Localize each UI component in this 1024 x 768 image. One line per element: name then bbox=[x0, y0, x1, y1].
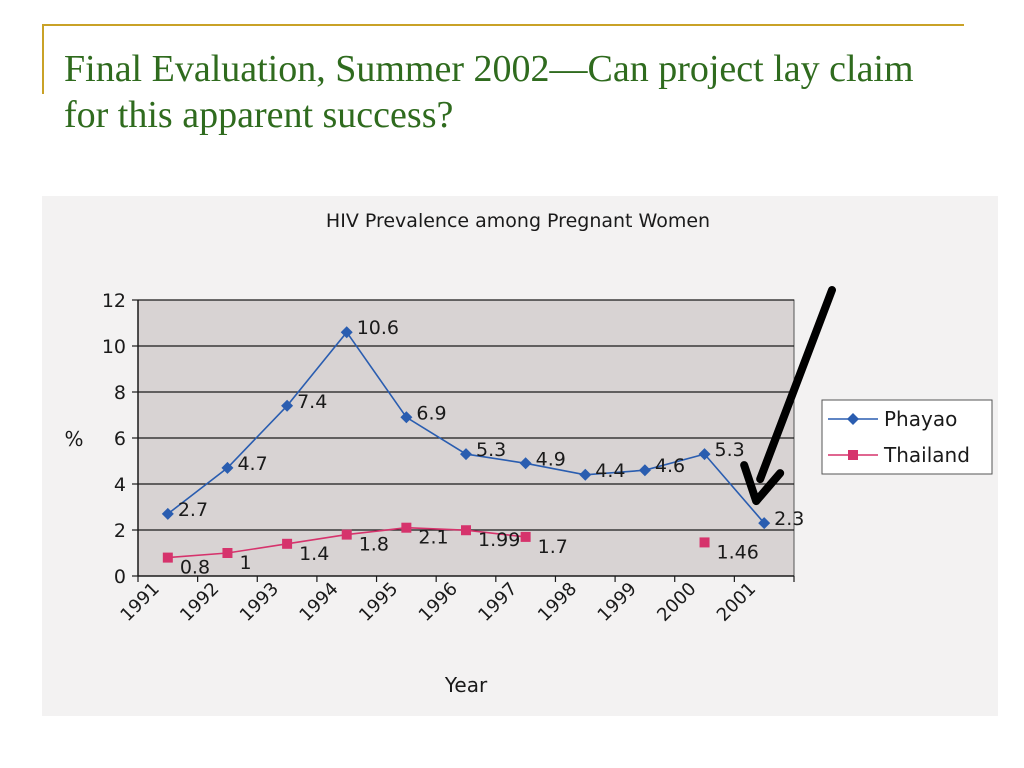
marker-thailand bbox=[699, 537, 710, 548]
x-tick-label: 1995 bbox=[355, 578, 402, 625]
chart-panel: HIV Prevalence among Pregnant Women 0 2 4 6 8… bbox=[42, 196, 998, 716]
data-label-phayao: 4.9 bbox=[536, 448, 566, 470]
legend-marker-thailand bbox=[848, 450, 858, 460]
data-label-phayao: 4.7 bbox=[237, 453, 267, 475]
marker-thailand bbox=[282, 538, 293, 549]
y-tick-label: 10 bbox=[102, 336, 126, 358]
chart-svg: HIV Prevalence among Pregnant Women 0 2 4 6 8… bbox=[64, 210, 993, 697]
marker-thailand bbox=[222, 548, 233, 558]
legend-label-phayao: Phayao bbox=[884, 407, 957, 431]
data-label-phayao: 4.6 bbox=[655, 455, 685, 477]
chart-title: HIV Prevalence among Pregnant Women bbox=[326, 210, 710, 232]
legend-label-thailand: Thailand bbox=[883, 443, 970, 467]
marker-phayao bbox=[758, 517, 771, 530]
title-side-rule bbox=[42, 24, 44, 94]
slide-title: Final Evaluation, Summer 2002—Can projec… bbox=[64, 48, 914, 136]
marker-phayao bbox=[400, 411, 413, 424]
marker-phayao bbox=[698, 448, 711, 461]
x-tick-label: 1992 bbox=[176, 578, 223, 625]
x-tick-label: 1998 bbox=[534, 578, 581, 625]
title-top-rule bbox=[42, 24, 964, 26]
legend-box bbox=[821, 399, 993, 475]
annotation-arrow-head bbox=[740, 461, 785, 506]
x-tick-label: 2001 bbox=[713, 578, 760, 625]
y-tick-label: 2 bbox=[114, 520, 126, 542]
marker-thailand bbox=[401, 522, 412, 533]
y-tick-label: 12 bbox=[102, 290, 126, 312]
x-tick-label: 2000 bbox=[653, 578, 700, 625]
data-label-thailand: 1 bbox=[239, 552, 251, 574]
data-label-phayao: 10.6 bbox=[357, 317, 399, 339]
y-tick-label: 6 bbox=[114, 428, 126, 450]
marker-thailand bbox=[162, 552, 173, 563]
data-label-thailand: 1.4 bbox=[299, 543, 329, 565]
marker-thailand bbox=[520, 531, 531, 542]
data-label-phayao: 2.7 bbox=[178, 499, 208, 521]
data-label-thailand: 2.1 bbox=[418, 527, 448, 549]
y-tick-label: 4 bbox=[114, 474, 126, 496]
y-tick-label: 0 bbox=[114, 566, 126, 588]
marker-phayao bbox=[281, 399, 294, 412]
marker-phayao bbox=[638, 464, 651, 477]
marker-phayao bbox=[460, 448, 472, 461]
marker-phayao bbox=[221, 461, 234, 474]
marker-phayao bbox=[161, 507, 174, 520]
marker-phayao bbox=[340, 326, 353, 339]
data-label-phayao: 2.3 bbox=[774, 508, 804, 530]
data-label-thailand: 1.7 bbox=[538, 536, 568, 558]
x-tick-label: 1999 bbox=[594, 578, 641, 625]
data-label-phayao: 6.9 bbox=[416, 402, 446, 424]
marker-phayao bbox=[579, 468, 592, 481]
x-tick-label: 1996 bbox=[415, 578, 462, 625]
legend-marker-phayao bbox=[847, 413, 859, 425]
data-label-thailand: 0.8 bbox=[180, 557, 210, 579]
annotation-arrow-shaft bbox=[756, 286, 836, 484]
x-tick-label: 1997 bbox=[474, 578, 521, 625]
data-label-phayao: 4.4 bbox=[595, 460, 625, 482]
x-axis-title: Year bbox=[444, 673, 488, 697]
marker-phayao bbox=[519, 457, 532, 470]
y-axis-title: % bbox=[64, 427, 83, 451]
marker-thailand bbox=[341, 529, 352, 540]
data-label-phayao: 7.4 bbox=[297, 391, 327, 413]
data-label-phayao: 5.3 bbox=[715, 439, 745, 461]
marker-thailand bbox=[461, 525, 471, 536]
data-label-thailand: 1.99 bbox=[478, 529, 520, 551]
y-tick-label: 8 bbox=[114, 382, 126, 404]
x-tick-label: 1993 bbox=[236, 578, 283, 625]
data-label-phayao: 5.3 bbox=[476, 439, 506, 461]
x-tick-label: 1994 bbox=[295, 578, 342, 625]
data-label-thailand: 1.8 bbox=[359, 534, 389, 556]
data-label-thailand: 1.46 bbox=[717, 541, 759, 563]
